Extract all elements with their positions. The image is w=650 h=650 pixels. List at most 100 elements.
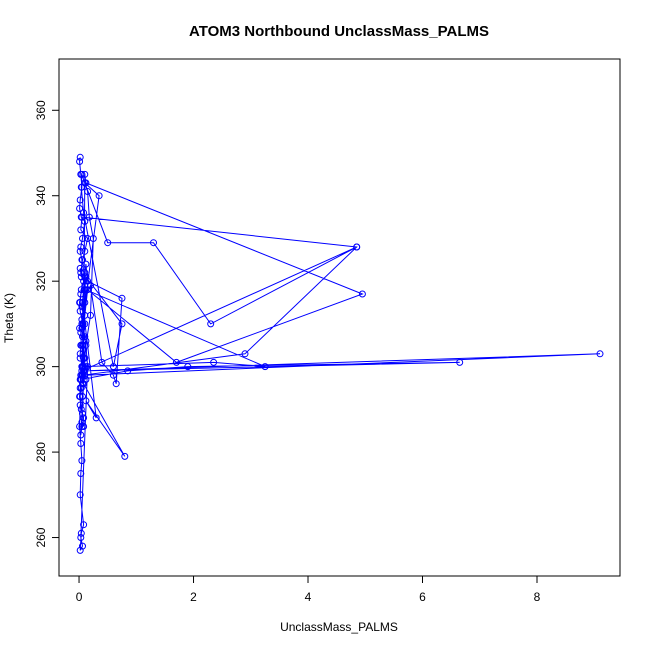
y-axis: 260 280 300 320 340 360 bbox=[34, 100, 60, 548]
plot-frame bbox=[58, 58, 621, 577]
data-point bbox=[80, 346, 88, 353]
data-point bbox=[76, 307, 84, 315]
data-point bbox=[76, 354, 84, 362]
data-point bbox=[79, 542, 86, 550]
data-point bbox=[79, 299, 86, 306]
data-point bbox=[82, 260, 90, 268]
data-point bbox=[76, 401, 84, 409]
data-point bbox=[81, 371, 89, 379]
data-point bbox=[79, 363, 86, 371]
x-axis-label: UnclassMass_PALMS bbox=[280, 620, 398, 634]
data-point bbox=[81, 311, 89, 319]
data-point bbox=[77, 534, 85, 541]
data-point bbox=[79, 333, 86, 341]
x-tick-label: 6 bbox=[419, 590, 426, 604]
data-point bbox=[104, 239, 112, 247]
data-point bbox=[118, 294, 126, 302]
data-point bbox=[77, 269, 85, 277]
data-point bbox=[82, 286, 90, 294]
data-point bbox=[184, 363, 192, 371]
data-point bbox=[207, 320, 215, 328]
data-point bbox=[76, 299, 84, 306]
data-point bbox=[77, 243, 85, 251]
data-point bbox=[112, 380, 120, 388]
data-point bbox=[82, 337, 90, 345]
data-point bbox=[261, 363, 269, 371]
data-point bbox=[78, 457, 86, 465]
data-point bbox=[79, 256, 86, 264]
y-tick-label: 360 bbox=[34, 100, 48, 120]
data-point bbox=[150, 239, 157, 247]
data-point bbox=[109, 371, 117, 379]
data-point bbox=[121, 452, 129, 460]
data-point bbox=[77, 470, 85, 477]
data-point bbox=[241, 350, 249, 358]
data-point bbox=[82, 341, 90, 349]
plot-area bbox=[76, 153, 604, 554]
data-point bbox=[81, 269, 89, 277]
data-point bbox=[77, 376, 85, 383]
data-point bbox=[78, 418, 86, 426]
data-point bbox=[81, 333, 89, 341]
data-point bbox=[76, 153, 84, 161]
data-point bbox=[81, 170, 89, 178]
data-point bbox=[80, 209, 88, 217]
data-point bbox=[76, 264, 84, 272]
data-point bbox=[210, 358, 218, 366]
data-point bbox=[82, 376, 90, 383]
data-point bbox=[81, 273, 89, 281]
data-point bbox=[79, 393, 86, 400]
series-line bbox=[79, 157, 601, 551]
x-tick-label: 2 bbox=[190, 590, 197, 604]
data-point bbox=[596, 350, 604, 358]
data-point bbox=[80, 277, 88, 285]
data-point bbox=[79, 235, 86, 242]
data-point bbox=[82, 179, 90, 187]
data-point bbox=[76, 491, 84, 499]
data-point bbox=[76, 393, 84, 400]
data-point bbox=[95, 192, 103, 200]
y-tick-label: 320 bbox=[34, 271, 48, 291]
data-point bbox=[77, 329, 85, 336]
x-axis: 0 2 4 6 8 bbox=[76, 575, 541, 604]
data-point bbox=[82, 397, 90, 405]
data-point bbox=[76, 158, 84, 165]
data-point bbox=[76, 205, 84, 212]
data-point bbox=[77, 183, 85, 191]
data-point bbox=[76, 350, 84, 358]
x-tick-label: 4 bbox=[305, 590, 312, 604]
data-point bbox=[76, 247, 84, 255]
data-point bbox=[76, 384, 84, 392]
data-point bbox=[81, 320, 89, 328]
data-point bbox=[92, 414, 100, 422]
data-point bbox=[109, 363, 117, 371]
data-point bbox=[124, 367, 132, 375]
data-point bbox=[77, 529, 85, 537]
y-axis-label: Theta (K) bbox=[2, 293, 16, 343]
data-point bbox=[84, 235, 92, 242]
data-point bbox=[77, 290, 85, 298]
data-point bbox=[78, 213, 86, 221]
data-point bbox=[78, 170, 86, 178]
data-point bbox=[353, 243, 361, 251]
x-tick-label: 0 bbox=[76, 590, 83, 604]
data-point bbox=[81, 354, 89, 362]
data-point bbox=[456, 358, 464, 366]
data-point bbox=[78, 303, 86, 311]
data-point bbox=[80, 423, 88, 430]
data-point bbox=[76, 196, 84, 204]
data-point bbox=[77, 341, 85, 349]
y-tick-label: 300 bbox=[34, 356, 48, 376]
data-point bbox=[84, 188, 92, 195]
data-point bbox=[77, 226, 85, 234]
data-point bbox=[78, 320, 86, 328]
data-point bbox=[358, 290, 366, 298]
x-tick-label: 8 bbox=[534, 590, 541, 604]
data-point bbox=[77, 440, 85, 447]
data-point bbox=[98, 358, 106, 366]
data-point bbox=[172, 358, 180, 366]
data-point bbox=[80, 521, 88, 529]
data-point bbox=[77, 371, 85, 379]
data-point bbox=[79, 410, 86, 418]
